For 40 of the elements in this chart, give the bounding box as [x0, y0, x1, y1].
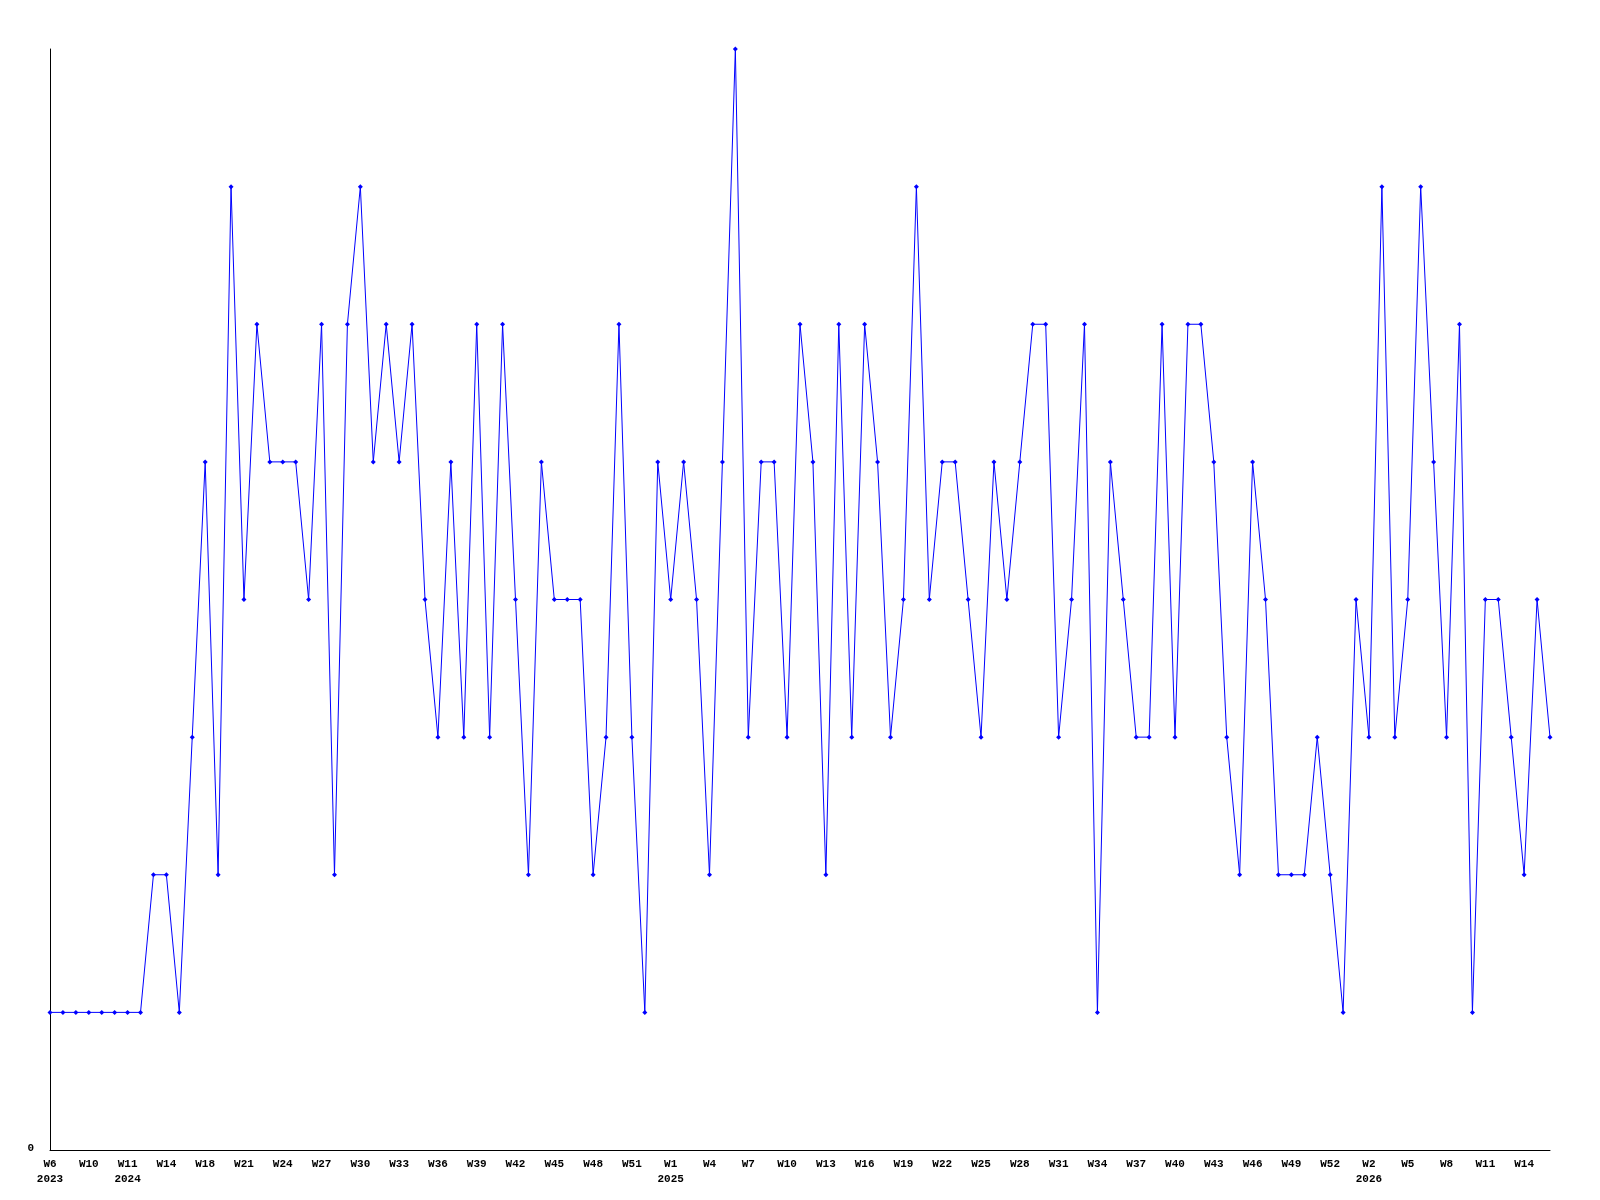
x-tick-label: W14 — [1514, 1157, 1535, 1170]
text: 0 — [27, 1141, 35, 1154]
x-tick-label: W39 — [466, 1157, 487, 1170]
x-tick-label: W27 — [311, 1157, 332, 1170]
x-tick-label: W37 — [1126, 1157, 1147, 1170]
x-tick-label: W10 — [777, 1157, 797, 1170]
x-tick-label: W45 — [544, 1157, 565, 1170]
x-tick-label: W22 — [932, 1157, 953, 1170]
x-tick-label: W49 — [1281, 1157, 1302, 1170]
x-tick-label: W5 — [1401, 1157, 1415, 1170]
x-tick-label: W4 — [702, 1157, 717, 1170]
x-tick-label: W30 — [350, 1157, 371, 1170]
x-tick-label: W11 — [1475, 1157, 1496, 1170]
x-tick-label: W1 2025 — [657, 1157, 685, 1185]
x-tick-label: W16 — [854, 1157, 875, 1170]
x-tick-label: W43 — [1203, 1157, 1225, 1170]
x-tick-label: W34 — [1087, 1157, 1108, 1170]
x-tick-label: W36 — [428, 1157, 448, 1170]
x-tick-label: W46 — [1242, 1157, 1263, 1170]
x-tick-label: W6 2023 — [36, 1157, 64, 1185]
x-tick-label: W25 — [971, 1157, 992, 1170]
x-tick-label: W13 — [815, 1157, 837, 1170]
x-tick-label: W24 — [272, 1157, 294, 1170]
x-tick-label: W2 2026 — [1355, 1157, 1383, 1185]
x-tick-label: W19 — [893, 1157, 914, 1170]
x-tick-label: W21 — [234, 1157, 255, 1170]
x-tick-label: W14 — [156, 1157, 177, 1170]
x-tick-label: W11 2024 — [114, 1157, 142, 1185]
x-tick-label: W40 — [1165, 1157, 1185, 1170]
x-tick-label: W28 — [1009, 1157, 1031, 1170]
x-tick-label: W31 — [1048, 1157, 1069, 1170]
x-tick-label: W10 — [78, 1157, 99, 1170]
x-tick-label: W51 — [621, 1157, 643, 1170]
x-tick-label: W48 — [583, 1157, 604, 1170]
x-tick-label: W42 — [505, 1157, 526, 1170]
x-tick-label: W33 — [389, 1157, 410, 1170]
x-tick-label: W8 — [1439, 1157, 1454, 1170]
x-tick-label: W52 — [1320, 1157, 1341, 1170]
x-tick-label: W7 — [741, 1157, 755, 1170]
x-tick-label: W18 — [195, 1157, 216, 1170]
